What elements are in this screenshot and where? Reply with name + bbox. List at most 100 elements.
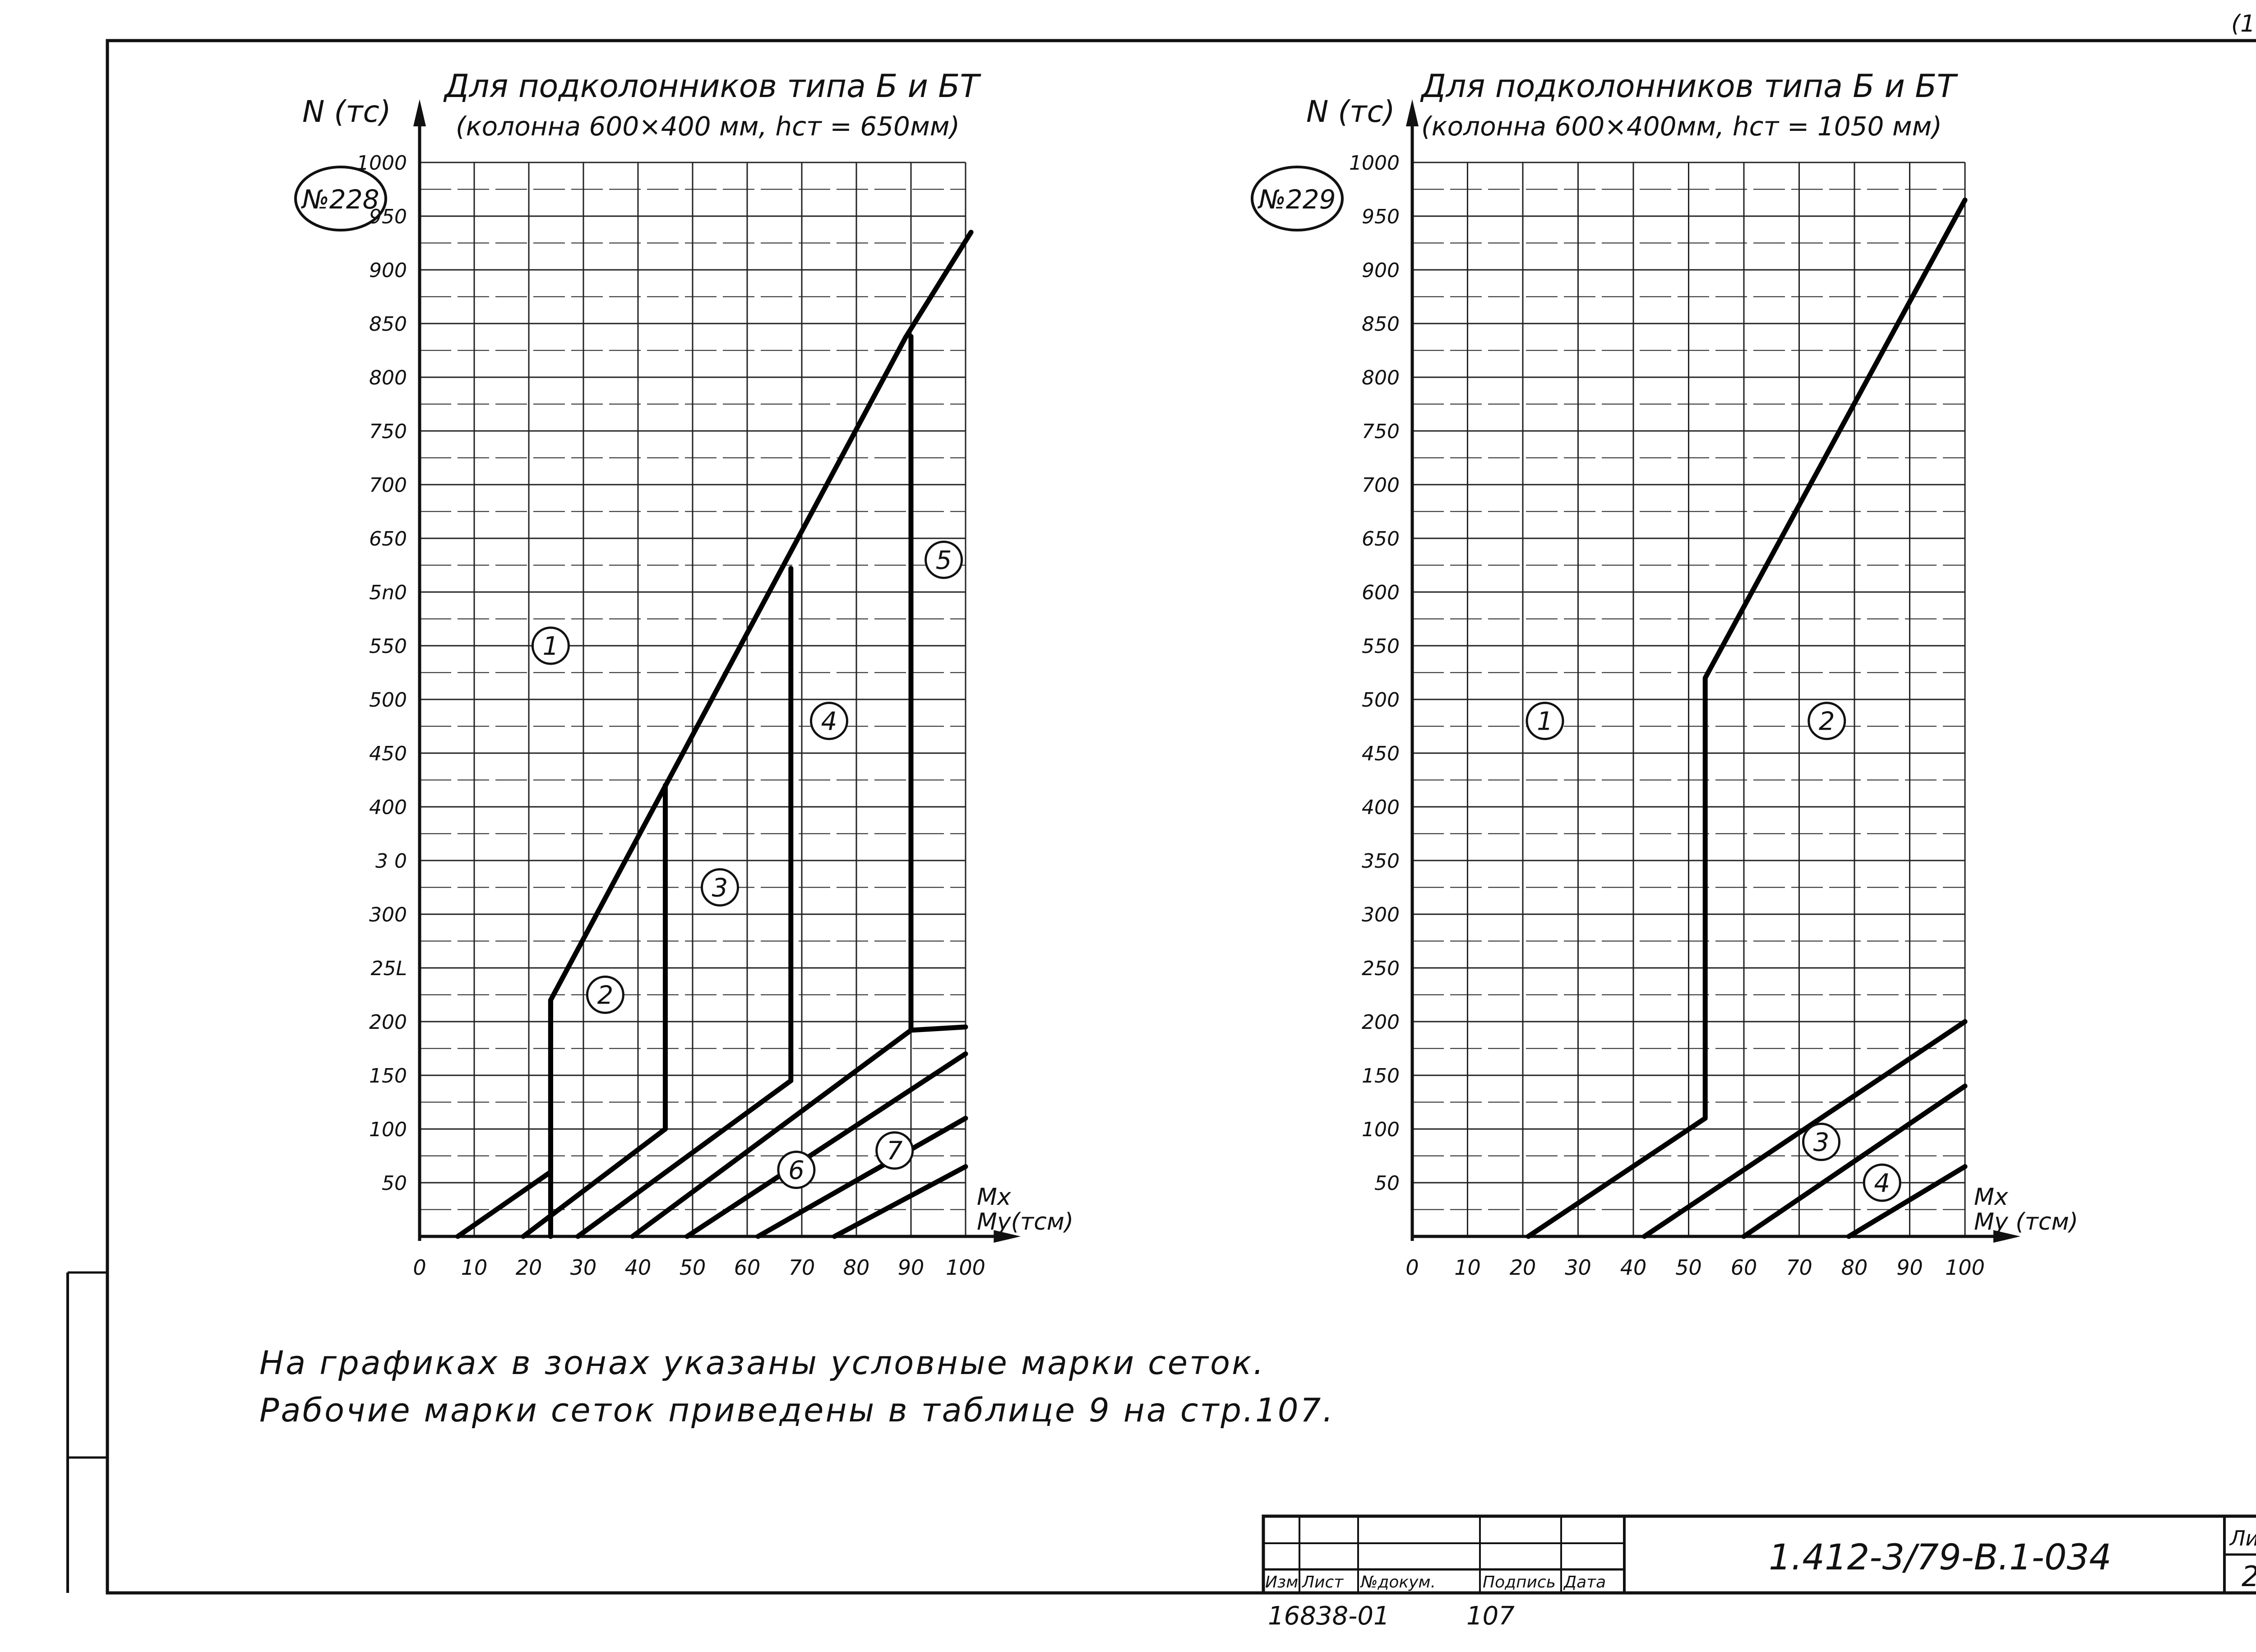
- zone-boundary-line: [548, 230, 974, 1239]
- y-tick-label: 3 0: [375, 850, 407, 873]
- zone-boundary-line: [1526, 197, 1968, 1239]
- x-tick-label: 20: [1510, 1255, 1536, 1280]
- header-doc: №докум.: [1360, 1573, 1436, 1592]
- x-tick-label: 80: [843, 1255, 870, 1280]
- chart-title: Для подколонников типа Б и БТ: [443, 68, 981, 105]
- zone-marker-label: 2: [597, 981, 614, 1010]
- x-tick-label: 90: [898, 1255, 925, 1280]
- y-tick-label: 850: [1362, 313, 1400, 336]
- x-tick-label: 0: [1405, 1255, 1419, 1280]
- y-tick-label: 100: [1362, 1118, 1400, 1141]
- x-tick-label: 50: [680, 1255, 706, 1280]
- y-tick-label: 50: [1374, 1172, 1400, 1195]
- x-tick-label: 70: [789, 1255, 815, 1280]
- x-axis-label: My(тсм): [977, 1208, 1073, 1236]
- chart-subtitle: (колонна 600×400мм, hст = 1050 мм): [1421, 111, 1942, 142]
- zone-marker-label: 3: [712, 874, 728, 903]
- y-tick-label: 100: [369, 1118, 407, 1141]
- y-tick-label: 950: [1362, 205, 1400, 228]
- y-tick-label: 650: [1362, 528, 1400, 551]
- y-tick-label: 900: [1362, 259, 1400, 282]
- y-tick-label: 400: [369, 796, 407, 819]
- zone-marker-label: 1: [543, 632, 559, 661]
- x-tick-label: 100: [1945, 1255, 1985, 1280]
- x-axis-arrow: [1993, 1230, 2020, 1243]
- chart-228: 0 10 20 30 40 50 60 70 80 90 100 50 100 150 200 25L 300 3…: [294, 68, 1073, 1280]
- y-tick-label: 650: [369, 528, 407, 551]
- zone-marker-circle: [531, 626, 570, 665]
- y-tick-label: 250: [1362, 957, 1400, 980]
- y-axis-arrow: [413, 99, 426, 126]
- y-tick-label: 800: [369, 366, 407, 389]
- x-tick-label: 30: [570, 1255, 597, 1280]
- inventory-number: 16838-01: [1268, 1601, 1390, 1631]
- y-tick-label: 750: [369, 420, 407, 443]
- x-tick-label: 60: [734, 1255, 761, 1280]
- x-axis-label: Mx: [1974, 1184, 2009, 1211]
- y-tick-label: 150: [1362, 1064, 1400, 1087]
- x-tick-label: 30: [1565, 1255, 1591, 1280]
- x-tick-label: 50: [1675, 1255, 1702, 1280]
- y-tick-label: 450: [1362, 742, 1400, 765]
- x-tick-label: 90: [1896, 1255, 1923, 1280]
- page-reference: 107: [1466, 1601, 1515, 1631]
- zone-marker-circle: [1802, 1123, 1840, 1161]
- y-tick-label: 25L: [370, 957, 407, 980]
- y-tick-label: 850: [369, 313, 407, 336]
- y-tick-label: 1000: [1349, 152, 1400, 175]
- header-sign: Подпись: [1483, 1573, 1556, 1592]
- zone-marker-label: 4: [1874, 1169, 1890, 1198]
- note-line-1: На графиках в зонах указаны условные мар…: [259, 1344, 1265, 1382]
- y-tick-label: 300: [1362, 903, 1400, 926]
- zone-marker-circle: [1863, 1163, 1901, 1202]
- zone-boundary-line: [1846, 1164, 1968, 1239]
- zone-boundary-line: [630, 1024, 968, 1239]
- zone-boundary-line: [684, 1051, 968, 1239]
- y-axis-arrow: [1406, 99, 1419, 126]
- zone-boundary-line: [455, 997, 553, 1239]
- y-tick-label: 550: [1362, 635, 1400, 658]
- zone-marker-label: 3: [1813, 1128, 1830, 1157]
- zone-boundary-line: [832, 1164, 968, 1239]
- zone-marker-circle: [586, 976, 624, 1014]
- x-tick-label: 10: [1454, 1255, 1481, 1280]
- sheet-label: Лист: [2229, 1526, 2256, 1550]
- y-tick-label: 350: [1362, 850, 1400, 873]
- chart-number-label: №228: [300, 184, 379, 215]
- zone-marker-label: 4: [821, 707, 837, 736]
- zone-boundary-line: [755, 1115, 968, 1239]
- chart-subtitle: (колонна 600×400 мм, hст = 650мм): [456, 111, 960, 142]
- zone-marker-circle: [1526, 702, 1564, 740]
- x-tick-label: 100: [946, 1255, 985, 1280]
- note-line-2: Рабочие марки сеток приведены в таблице …: [259, 1391, 1335, 1429]
- chart-229: 0 10 20 30 40 50 60 70 80 90 100 50 100 150 200 250 300 3…: [1251, 68, 2078, 1280]
- chart-number-badge: [294, 166, 387, 231]
- x-axis-label: Mx: [977, 1184, 1012, 1211]
- x-tick-label: 20: [516, 1255, 542, 1280]
- zone-marker-circle: [701, 868, 739, 907]
- y-axis-label: N (тс): [1306, 94, 1395, 129]
- x-axis-arrow: [994, 1230, 1021, 1243]
- y-tick-label: 450: [369, 742, 407, 765]
- y-tick-label: 500: [369, 689, 407, 712]
- x-tick-label: 40: [625, 1255, 652, 1280]
- zone-boundary-line: [1741, 1083, 1968, 1239]
- chart-number-badge: [1251, 166, 1344, 231]
- y-tick-label: 200: [369, 1011, 407, 1034]
- header-date: Дата: [1563, 1573, 1606, 1592]
- zone-boundary-line: [575, 1078, 794, 1239]
- x-tick-label: 40: [1620, 1255, 1647, 1280]
- title-block: Изм Лист №докум. Подпись Дата 1.412-3/79…: [1262, 1514, 2256, 1631]
- x-tick-label: 80: [1841, 1255, 1868, 1280]
- y-tick-label: 550: [369, 635, 407, 658]
- y-tick-label: 700: [1362, 474, 1400, 497]
- zone-marker-circle: [777, 1150, 816, 1189]
- y-tick-label: 900: [369, 259, 407, 282]
- y-axis-label: N (тс): [302, 94, 391, 129]
- chart-title: Для подколонников типа Б и БТ: [1420, 68, 1958, 105]
- sheet-number: 2: [2242, 1560, 2256, 1593]
- y-tick-label: 5n0: [369, 581, 407, 604]
- zone-boundary-line: [1642, 1019, 1968, 1239]
- y-tick-label: 150: [369, 1064, 407, 1087]
